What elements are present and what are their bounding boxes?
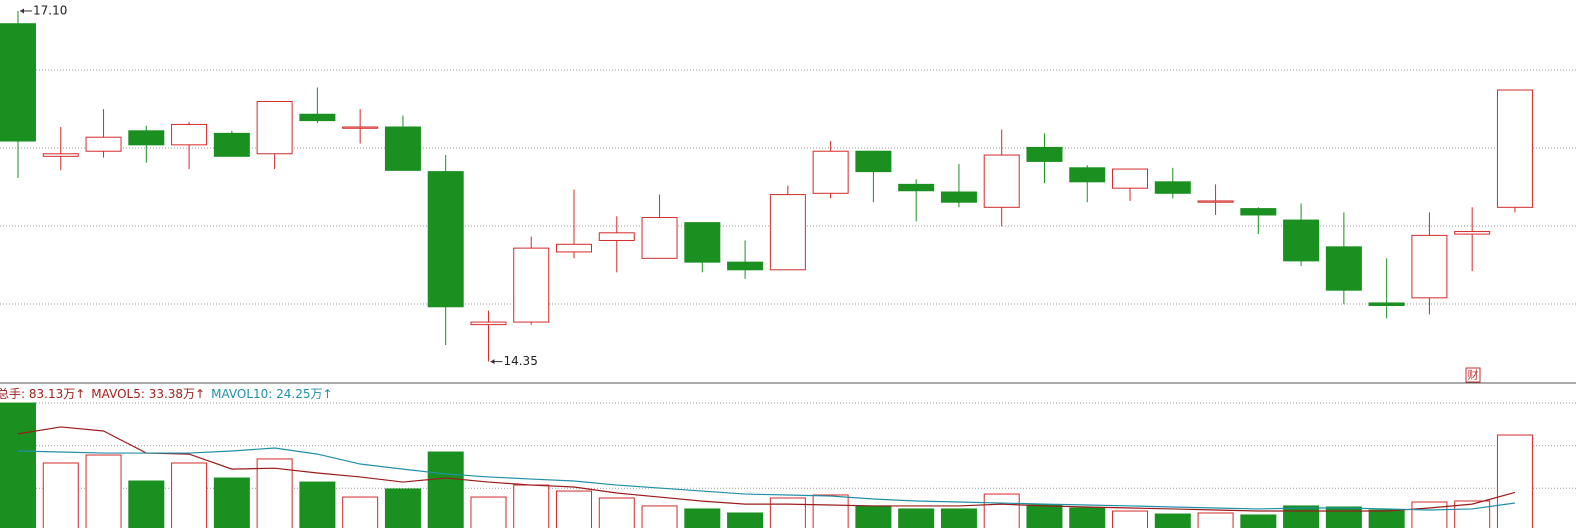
candle-body [1154,181,1191,194]
volume-bar [85,454,122,528]
candle-body [299,113,336,122]
volume-bar [1240,514,1277,528]
header-item: 总手: 83.13万↑ [0,387,85,401]
arrow-head [490,359,495,365]
candle-body [598,232,635,241]
header-item: MAVOL5: 33.38万↑ [91,387,205,401]
volume-bar [727,512,764,528]
ma-line [17,447,1516,511]
candle-body [1069,167,1106,183]
volume-bar [128,480,165,528]
volume-bar [898,508,935,528]
volume-bar [299,481,336,528]
candle-body [1454,231,1491,235]
volume-bar [1197,512,1234,528]
candle-body [940,191,977,203]
candle-body [470,321,507,326]
candle-body [769,194,806,271]
candle-body [42,153,79,157]
volume-header: 总手: 83.13万↑ MAVOL5: 33.38万↑ MAVOL10: 24.25… [0,387,333,401]
candle-body [641,217,678,259]
ma-line [17,426,1516,512]
annotation-label: 17.10 [33,3,67,17]
volume-bar [470,496,507,528]
volume-bar [513,484,550,528]
volume-bar [1368,509,1405,528]
candle-body [1240,208,1277,216]
candle-body [1368,302,1405,306]
candle-body [342,126,379,129]
volume-bar [342,496,379,528]
candle-body [1325,246,1362,291]
candle-body [855,150,892,173]
candle-body [1283,219,1320,262]
candle-body [513,247,550,323]
annotation-label: 14.35 [503,354,537,368]
volume-bar [855,505,892,528]
arrow-head [20,8,24,14]
candle-body [213,132,250,157]
candle-body [256,100,293,155]
volume-bar [1112,510,1149,528]
volume-bar [1411,501,1448,528]
candle-body [1026,146,1063,162]
volume-bar [1325,506,1362,528]
volume-bar [812,494,849,528]
volume-bar [42,462,79,528]
volume-bar [427,451,464,528]
candle-body [983,154,1020,208]
candle-body [85,136,122,152]
volume-bar [556,490,593,528]
candle-body [384,126,421,171]
volume-bar [1069,507,1106,528]
volume-bar [940,508,977,528]
volume-bar [1154,513,1191,528]
candle-body [1197,200,1234,203]
volume-bar [1283,505,1320,528]
volume-bar [256,458,293,528]
candle-body [812,150,849,194]
candle-body [1411,234,1448,299]
volume-bar [684,508,721,528]
candle-body [0,23,36,142]
volume-bar [983,493,1020,528]
volume-bar [213,477,250,528]
volume-bar [769,497,806,528]
candle-body [727,261,764,271]
candle-body [171,123,208,146]
candle-body [427,171,464,308]
candle-body [1496,89,1533,208]
badge-box [1465,367,1481,383]
candle-body [684,222,721,263]
volume-bar [598,497,635,528]
header-item: MAVOL10: 24.25万↑ [211,387,332,401]
volume-bar [384,488,421,528]
candle-body [898,183,935,192]
volume-bar [641,505,678,528]
volume-bar [1496,434,1533,528]
volume-bar [0,402,36,528]
candle-body [556,243,593,253]
volume-bar [1026,504,1063,528]
volume-bar [171,462,208,528]
candle-body [128,130,165,146]
candle-body [1112,168,1149,189]
badge: 财 [1468,368,1479,382]
